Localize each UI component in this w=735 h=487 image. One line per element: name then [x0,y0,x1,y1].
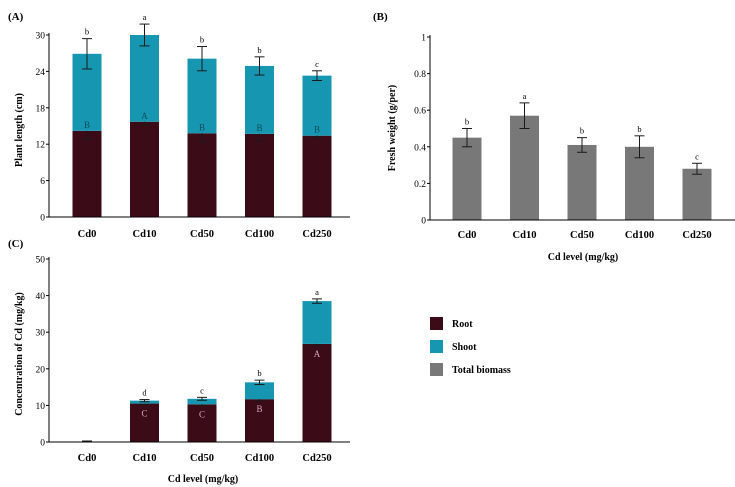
panel-b-category-label-2: Cd50 [570,230,594,241]
panel-b-category-label-4: Cd250 [682,230,711,241]
panel-b-total-biomass-cd0-significance-letter: b [465,117,469,127]
panel-c-x-axis-title: Cd level (mg/kg) [168,474,239,485]
panel-c-root-cd250-bar [302,343,332,442]
panel-a-root-cd100-significance-letter: B [256,123,262,133]
panel-c-root-cd50-bar [187,404,217,442]
panel-a-shoot-cd250-bar [302,75,332,136]
panel-b-x-axis-title: Cd level (mg/kg) [548,252,619,263]
panel-a-shoot-cd0-significance-letter: b [85,27,89,37]
panel-a-root-cd250-bar [302,135,332,217]
legend-label-shoot: Shoot [452,342,477,353]
panel-c-shoot-cd50-significance-letter: c [200,385,204,395]
panel-c-category-label-3: Cd100 [245,453,274,464]
panel-c-shoot-cd100-significance-letter: b [257,368,261,378]
panel-c-shoot-cd100-bar [245,382,274,400]
panel-c-y-tick-label-2: 20 [36,365,46,375]
panel-c-category-label-4: Cd250 [302,453,331,464]
panel-c-root-cd10-significance-letter: C [141,409,147,419]
panel-b-total-biomass-cd100-significance-letter: b [637,124,641,134]
legend: Root Shoot Total biomass [430,317,511,376]
panel-c-root-cd250-significance-letter: A [314,349,321,359]
panel-c-root-cd100-bar [245,399,274,442]
panel-a-y-tick-label-4: 24 [36,68,46,78]
panel-a-shoot-cd100-significance-letter: b [257,45,261,55]
panel-b-total-biomass-cd0-bar [452,137,482,220]
panel-b-y-tick-label-4: 0.8 [414,70,426,80]
panel-c-root-cd10-bar [130,403,159,442]
panel-a-label: (A) [8,11,24,23]
panel-c-root-cd50-significance-letter: C [199,409,205,419]
panel-c-y-tick-label-5: 50 [36,256,46,266]
panel-a-y-tick-label-0: 0 [40,214,45,224]
panel-c-y-tick-label-1: 10 [36,402,46,412]
panel-b-y-tick-label-3: 0.6 [414,107,426,117]
panel-a-y-tick-label-3: 18 [36,104,46,114]
panel-b-total-biomass-cd250-bar [682,168,712,220]
panel-b: (B) Fresh weight (g/per) Cd level (mg/kg… [373,11,735,263]
panel-a-root-cd0-significance-letter: B [84,120,90,130]
panel-c-category-label-2: Cd50 [190,453,214,464]
panel-b-total-biomass-cd250-significance-letter: c [695,151,699,161]
panel-a: (A) Plant length (cm) 0 6 12 18 24 30 Cd0 Cd10 C… [8,11,350,240]
panel-a-category-label-4: Cd250 [302,229,331,240]
panel-a-shoot-cd100-bar [245,65,274,134]
panel-a-shoot-cd50-significance-letter: b [200,35,204,45]
panel-c-shoot-cd50-bar [187,398,217,405]
panel-a-y-tick-label-1: 6 [40,177,45,187]
panel-a-root-cd50-bar [187,133,217,217]
panel-b-category-label-3: Cd100 [625,230,654,241]
panel-a-category-label-2: Cd50 [190,229,214,240]
panel-c-category-label-0: Cd0 [78,453,97,464]
panel-a-category-label-1: Cd10 [133,229,157,240]
legend-label-total-biomass: Total biomass [452,365,511,376]
panel-b-label: (B) [373,11,388,23]
panel-c-y-tick-label-0: 0 [40,439,45,449]
panel-a-root-cd0-bar [72,130,102,217]
panel-a-y-tick-label-5: 30 [36,32,46,42]
panel-a-shoot-cd10-significance-letter: a [143,12,147,22]
panel-c-label: (C) [8,238,24,250]
panel-b-total-biomass-cd100-bar [625,146,654,220]
panel-c-y-tick-label-4: 40 [36,292,46,302]
legend-label-root: Root [452,319,473,330]
panel-a-y-tick-label-2: 12 [36,141,46,151]
panel-b-y-tick-label-1: 0.2 [414,180,426,190]
panel-a-root-cd10-significance-letter: A [141,111,148,121]
panel-b-total-biomass-cd10-significance-letter: a [523,91,527,101]
panel-a-category-label-0: Cd0 [78,229,97,240]
panel-a-root-cd250-significance-letter: B [314,125,320,135]
panel-c-shoot-cd250-bar [302,301,332,344]
panel-c: (C) Concentration of Cd (mg/kg) Cd level… [8,238,350,485]
panel-c-y-tick-label-3: 30 [36,329,46,339]
panel-a-root-cd100-bar [245,133,274,217]
panel-b-total-biomass-cd10-bar [510,115,539,220]
panel-b-y-tick-label-0: 0 [421,217,426,227]
panel-a-root-cd50-significance-letter: B [199,122,205,132]
panel-c-shoot-cd250-significance-letter: a [315,287,319,297]
panel-a-root-cd10-bar [130,121,159,217]
panel-a-category-label-3: Cd100 [245,229,274,240]
panel-b-total-biomass-cd50-bar [567,144,597,220]
panel-a-shoot-cd250-significance-letter: c [315,59,319,69]
panel-c-shoot-cd10-significance-letter: d [142,388,147,398]
panel-a-y-axis-title: Plant length (cm) [14,93,25,167]
legend-swatch-total-biomass [430,363,443,376]
panel-b-category-label-0: Cd0 [458,230,477,241]
panel-c-y-axis-title: Concentration of Cd (mg/kg) [14,292,25,416]
panel-c-category-label-1: Cd10 [133,453,157,464]
panel-c-root-cd100-significance-letter: B [256,404,262,414]
panel-b-y-tick-label-2: 0.4 [414,143,426,153]
panel-a-shoot-cd10-bar [130,35,159,122]
panel-b-y-tick-label-5: 1 [421,34,426,44]
legend-swatch-shoot [430,340,443,353]
legend-swatch-root [430,317,443,330]
panel-b-total-biomass-cd50-significance-letter: b [580,126,584,136]
panel-b-category-label-1: Cd10 [513,230,537,241]
panel-b-y-axis-title: Fresh weight (g/per) [387,85,398,171]
